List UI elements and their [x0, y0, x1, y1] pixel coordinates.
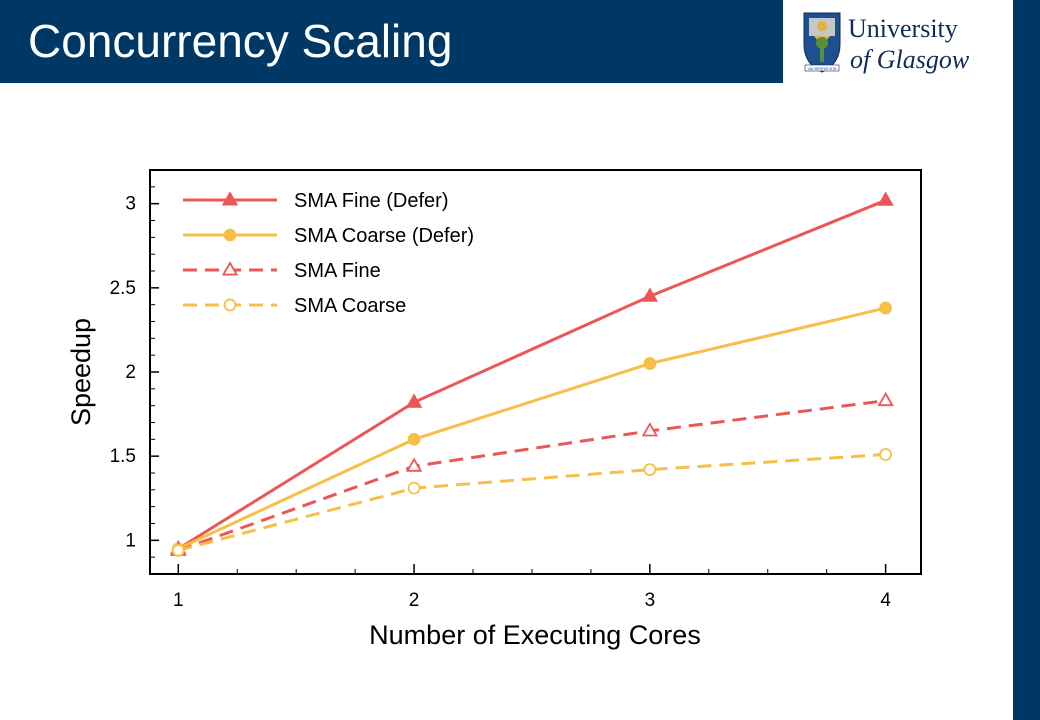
- x-tick-label: 3: [645, 590, 656, 611]
- series-1-point: [641, 287, 659, 302]
- x-tick-label: 2: [409, 590, 420, 611]
- series-3-point: [405, 457, 423, 472]
- plot-frame: [149, 169, 922, 575]
- logo-line-1: University: [848, 14, 958, 43]
- legend-label: SMA Coarse: [294, 295, 406, 317]
- series-2-point: [643, 357, 657, 370]
- series-line-1: [177, 198, 887, 551]
- y-tick-label: 2.5: [110, 278, 136, 299]
- y-axis-label: Speedup: [66, 318, 96, 426]
- x-tick-label: 1: [173, 590, 184, 611]
- series-4-point: [643, 463, 657, 477]
- legend-label: SMA Fine (Defer): [294, 190, 448, 212]
- y-tick-label: 2: [125, 362, 136, 383]
- series-line-4: [177, 452, 886, 552]
- y-tick-label: 1.5: [110, 446, 136, 467]
- logo-line-2: of Glasgow: [850, 45, 970, 74]
- crest-icon: [803, 12, 841, 73]
- series-3-point: [877, 391, 894, 407]
- legend-marker: [221, 191, 239, 206]
- series-1-point: [877, 191, 894, 206]
- right-brand-strip: [1013, 0, 1040, 720]
- series-1-point: [405, 393, 423, 408]
- x-axis-label: Number of Executing Cores: [369, 620, 701, 650]
- series-line-3: [177, 399, 886, 552]
- series-line-2: [177, 306, 886, 551]
- legend-marker: [221, 261, 239, 276]
- legend-marker: [223, 298, 237, 312]
- series-3-point: [641, 422, 659, 437]
- series-4-point: [407, 481, 421, 495]
- series-4-point: [171, 544, 185, 557]
- y-tick-label: 3: [125, 194, 136, 215]
- series-2-point: [407, 432, 421, 446]
- legend-label: SMA Fine: [294, 260, 381, 282]
- logo-motto: VIA VERITAS VITA: [808, 67, 837, 71]
- university-logo: VIA VERITAS VITA University of Glasgow: [803, 12, 970, 74]
- series-4-point: [879, 448, 893, 461]
- legend-marker: [223, 228, 237, 242]
- series-2-point: [879, 301, 893, 315]
- x-tick-label: 4: [880, 590, 891, 611]
- slide-title: Concurrency Scaling: [28, 15, 453, 67]
- title-bar: Concurrency Scaling: [0, 0, 783, 83]
- y-tick-label: 1: [125, 530, 136, 551]
- legend-label: SMA Coarse (Defer): [294, 225, 474, 247]
